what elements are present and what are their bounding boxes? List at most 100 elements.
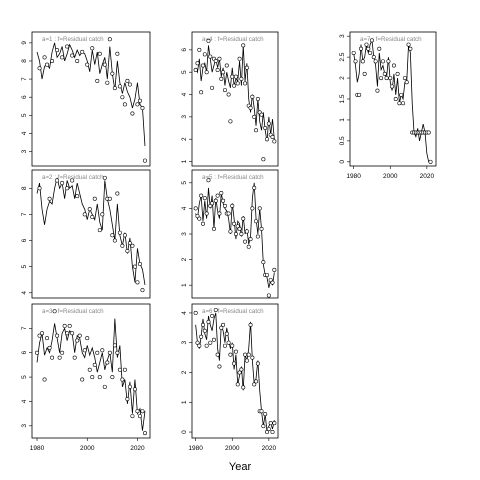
data-point [137,262,142,267]
data-point [263,412,268,417]
data-point [428,159,433,164]
data-point [47,345,52,350]
data-point [268,421,273,426]
data-point [226,211,231,216]
data-point [127,384,132,389]
data-point [364,42,369,47]
data-point [210,85,215,90]
y-tick-label: 3 [181,232,188,236]
data-point [197,216,202,221]
data-point [42,55,47,60]
panel-frame [31,31,151,167]
data-point [228,119,233,124]
data-point [353,59,358,64]
data-point [377,46,382,51]
data-point [90,46,95,51]
y-tick-label: 7 [21,212,28,216]
data-point [200,221,205,226]
y-tick-label: 0 [181,430,188,434]
data-point [217,56,222,61]
data-point [107,37,112,42]
series-line [195,45,275,142]
data-point [270,134,275,139]
data-point [140,409,145,414]
data-point [137,98,142,103]
data-point [70,178,75,183]
data-point [215,352,220,357]
data-point [235,382,240,387]
data-point [210,313,215,318]
data-point [375,88,380,93]
data-point [107,350,112,355]
data-point [230,343,235,348]
data-point [408,46,413,51]
data-point [50,58,55,63]
data-point [265,430,270,435]
data-point [37,333,42,338]
data-point [135,280,140,285]
data-point [193,206,198,211]
data-point [250,355,255,360]
data-point [397,101,402,106]
data-point [233,232,238,237]
y-tick-label: 3 [21,149,28,153]
data-point [120,95,125,100]
data-point [105,80,110,85]
data-point [202,328,207,333]
series-line [195,312,275,433]
data-point [232,83,237,88]
data-point [110,375,115,380]
data-point [87,367,92,372]
y-tick-label: 5 [181,181,188,185]
data-point [92,196,97,201]
data-point [233,349,238,354]
data-point [239,367,244,372]
panel-4: 1 2 3 4 5 6 a=4 : f=Residual catch [181,31,279,167]
data-point [87,207,92,212]
data-point [75,194,80,199]
series-line [36,42,146,147]
data-point [254,379,259,384]
y-tick-label: 2 [181,137,188,141]
panel-3: 3 4 5 6 7 1980 2000 2020 a=3 : f=Residual catch [21,303,151,452]
data-point [52,309,57,314]
data-point [259,112,264,117]
data-point [62,323,67,328]
y-tick-label: 9 [21,41,28,45]
data-point [80,49,85,54]
data-point [239,232,244,237]
data-point [224,331,229,336]
panel-5: 1 2 3 4 5 a=5 : f=Residual catch [181,169,279,299]
y-tick-label: 7 [21,77,28,81]
data-point [127,241,132,246]
data-point [204,343,209,348]
panel-label: a=2 : f=Residual catch [42,174,104,181]
y-tick-label: 4 [181,206,188,210]
series-line [195,182,275,288]
data-point [272,421,277,426]
data-point [110,71,115,76]
data-point [95,78,100,83]
data-point [393,97,398,102]
data-point [60,55,65,60]
panel-label: a=1 : f=Residual catch [42,36,104,43]
data-point [360,59,365,64]
y-tick-label: 6 [21,351,28,355]
data-point [102,62,107,67]
data-point [77,333,82,338]
x-tick-label: 2000 [383,173,398,180]
data-point [140,288,145,293]
y-tick-label: 0 [339,160,346,164]
data-point [70,331,75,336]
data-point [241,385,246,390]
data-point [90,375,95,380]
data-point [252,185,257,190]
data-point [426,130,431,135]
data-point [248,322,253,327]
data-point [257,206,262,211]
data-point [226,340,231,345]
data-point [228,352,233,357]
data-point [132,264,137,269]
panel-label: a=7 : f=Residual catch [360,36,422,43]
data-point [259,226,264,231]
